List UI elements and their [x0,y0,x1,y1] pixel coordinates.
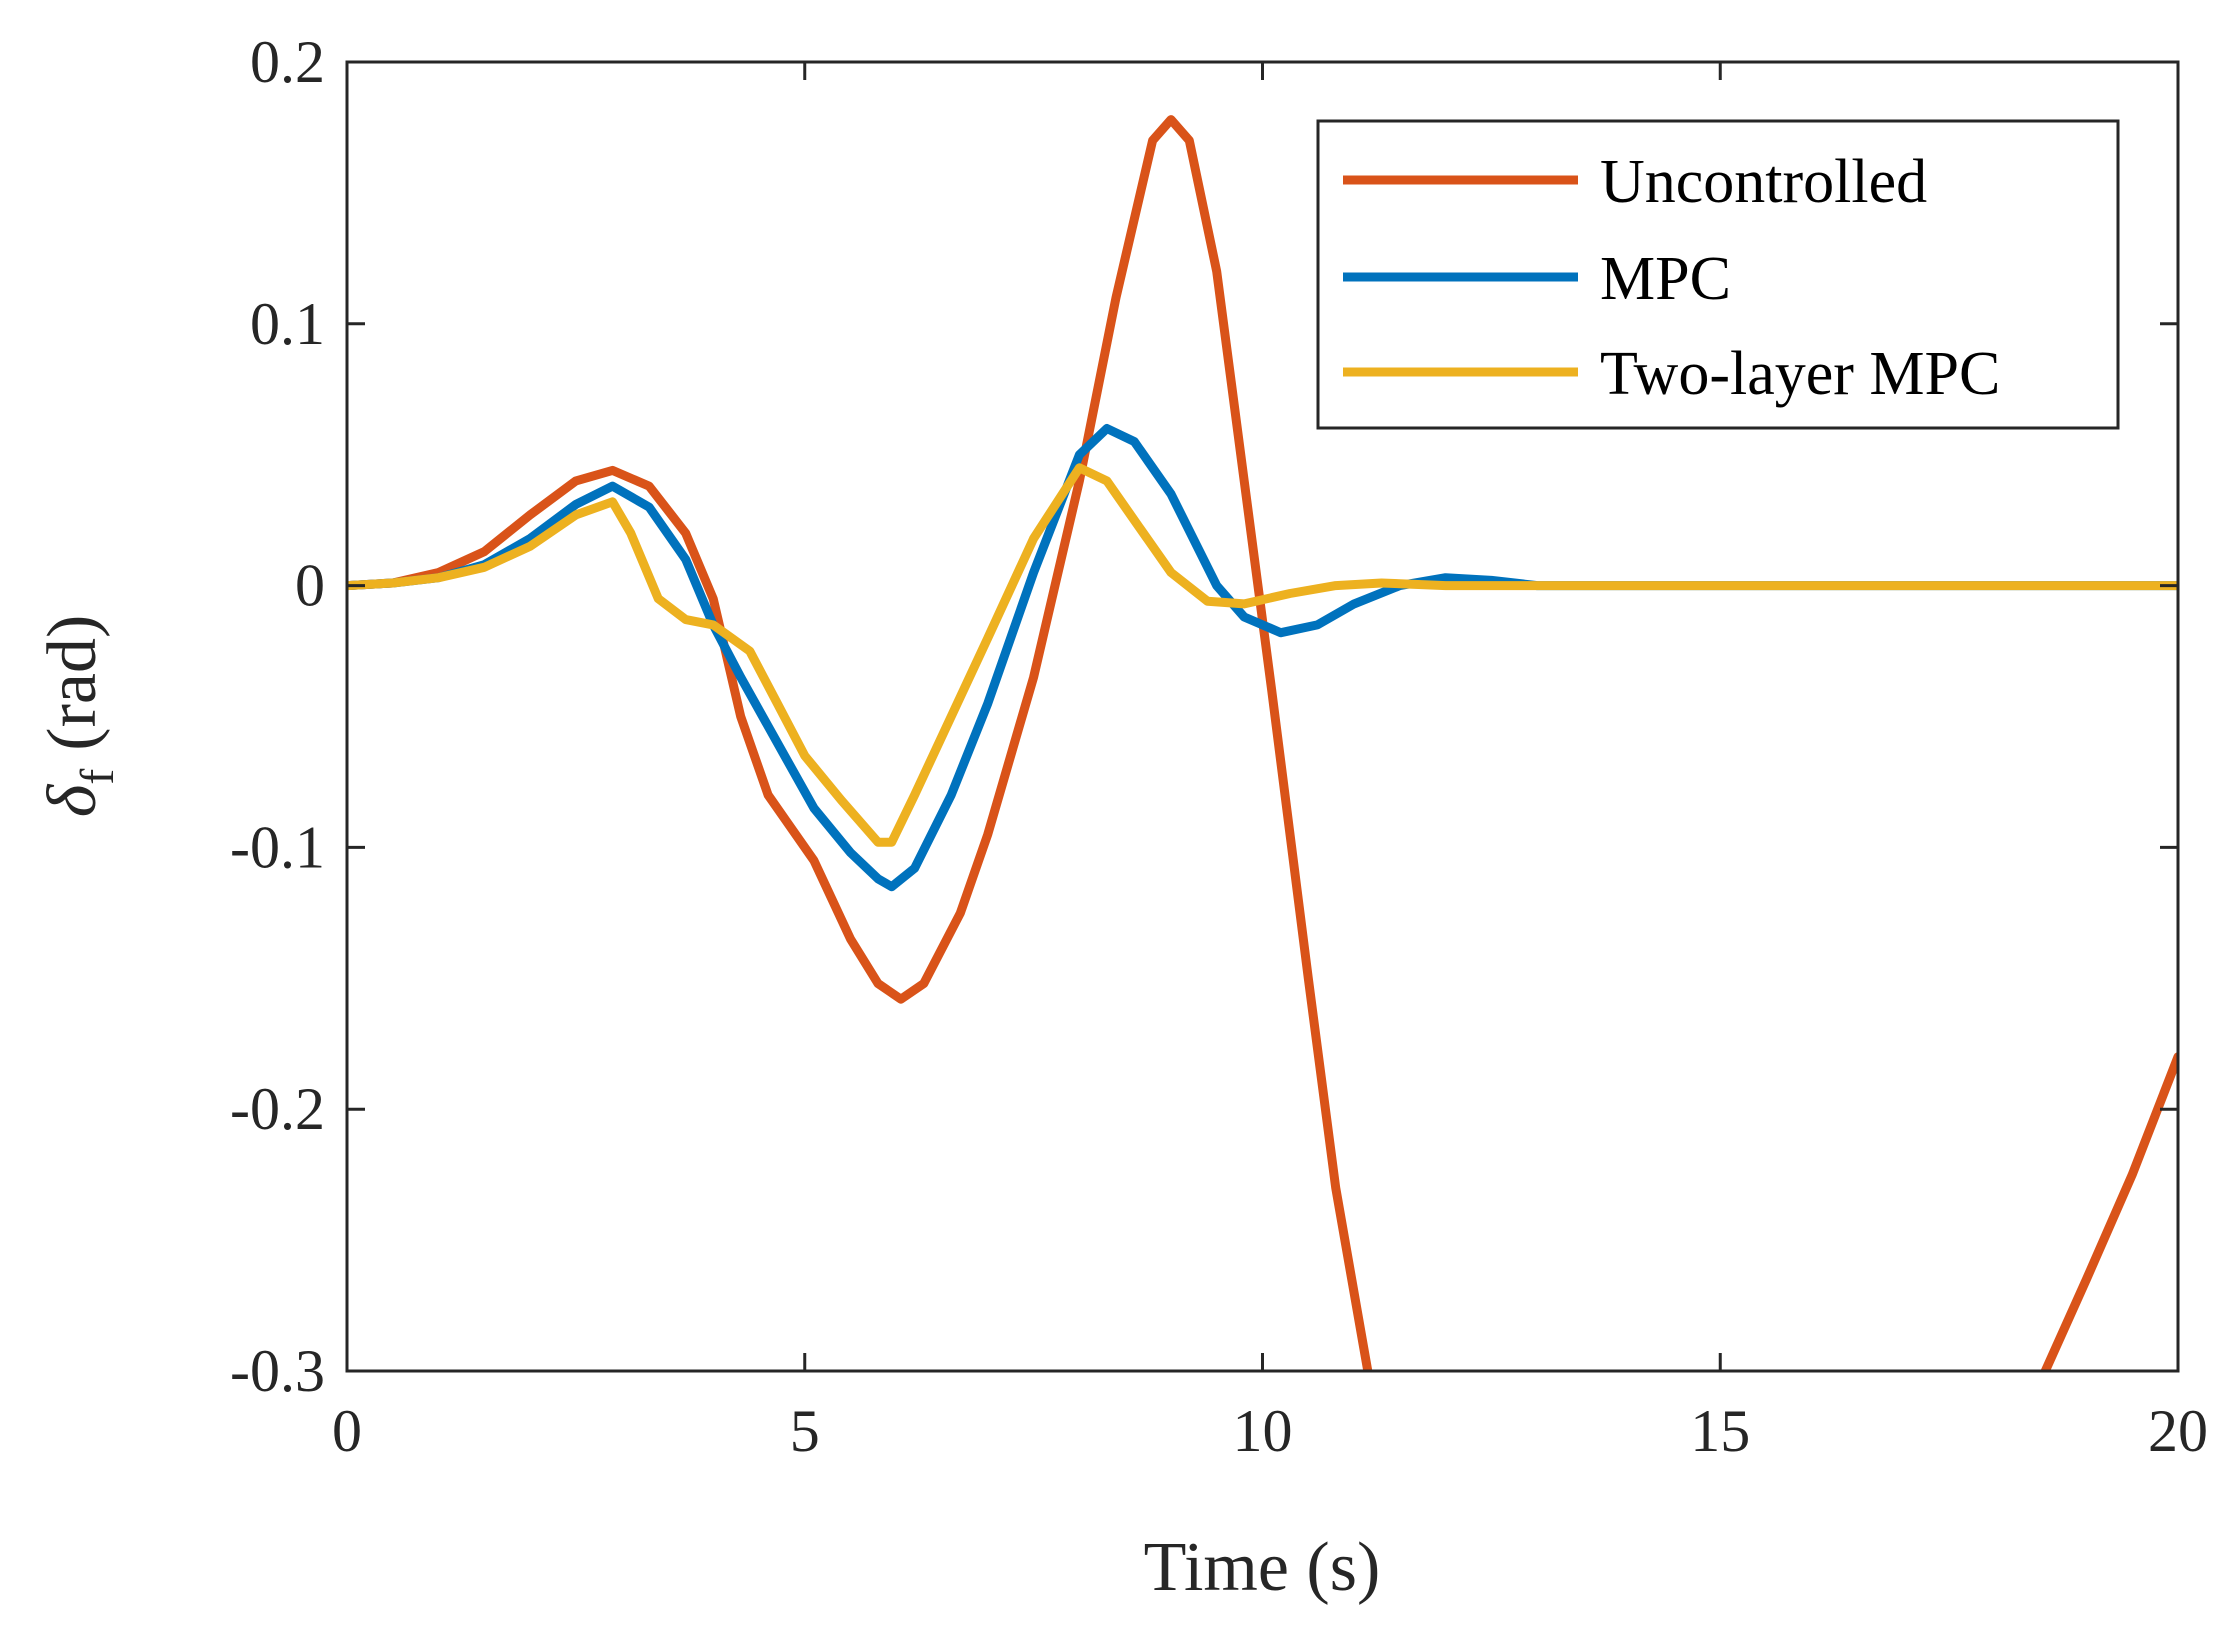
y-axis-label: δf (rad) [34,615,124,818]
legend: Uncontrolled MPC Two-layer MPC [1316,119,2120,430]
y-tick-label: 0.1 [250,291,325,357]
series-line-uncontrolled [347,115,1373,1371]
legend-label-two-layer-mpc: Two-layer MPC [1600,340,2000,408]
x-tick-label: 20 [2148,1398,2208,1464]
legend-label-mpc: MPC [1600,245,1731,313]
y-axis-symbol: δ [34,783,111,817]
x-tick-label: 10 [1233,1398,1293,1464]
y-axis-unit: (rad) [34,615,111,751]
y-tick-label: 0 [295,553,325,619]
y-tick-label: 0.2 [250,29,325,95]
y-tick-label: -0.1 [230,814,325,880]
y-tick-label: -0.2 [230,1076,325,1142]
series-line-two-layer-mpc [347,463,2178,847]
x-axis-label: Time (s) [1144,1529,1381,1606]
legend-label-uncontrolled: Uncontrolled [1600,148,1927,216]
series-layer [347,115,2178,1371]
y-axis-subscript: f [71,769,124,785]
tick-layer: 0 5 10 15 20 0.2 0.1 0 -0.1 -0.2 -0.3 [230,29,2208,1464]
y-tick-label: -0.3 [230,1338,325,1404]
x-tick-label: 5 [790,1398,820,1464]
x-tick-label: 15 [1690,1398,1750,1464]
x-tick-label: 0 [332,1398,362,1464]
series-line-uncontrolled-return [2040,1052,2178,1371]
series-line-mpc [347,424,2178,892]
